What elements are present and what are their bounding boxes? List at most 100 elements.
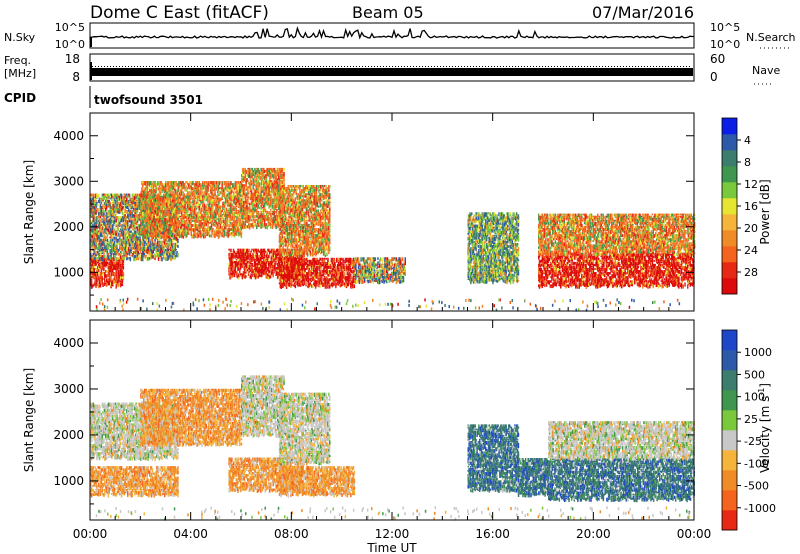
echo-cell [118,262,120,266]
echo-cell [128,210,129,212]
echo-cell [195,212,197,214]
echo-cell [202,191,204,193]
echo-cell [118,194,120,196]
echo-cell [127,257,129,260]
echo-cell [191,198,193,200]
echo-cell [200,189,202,193]
echo-cell [249,249,251,251]
echo-cell [103,212,105,215]
echo-cell [134,224,136,228]
echo-cell [207,224,209,227]
echo-cell [185,185,187,189]
echo-cell [150,214,152,216]
echo-cell [236,189,238,192]
echo-cell [137,208,139,210]
echo-cell [232,216,234,220]
echo-cell [96,194,98,198]
echo-cell [169,191,171,193]
echo-cell [251,267,253,270]
echo-cell [141,218,143,220]
echo-cell [224,230,226,234]
echo-cell [113,202,115,204]
echo-cell [236,224,238,226]
echo-cell [139,237,141,239]
echo-cell [129,194,131,198]
echo-cell [148,224,150,226]
echo-cell [126,247,128,251]
echo-cell [211,224,213,228]
echo-cell [99,200,101,202]
echo-cell [227,224,229,227]
echo-cell [228,249,230,251]
nsky-right-tick-bottom: 10^0 [710,38,740,51]
plot-title: Dome C East (fitACF) [90,3,269,23]
echo-cell [142,234,144,238]
echo-cell [205,234,207,238]
echo-cell [103,251,105,255]
echo-cell [212,232,214,235]
echo-cell [98,194,100,198]
cpid-value: twofsound 3501 [94,93,203,107]
echo-cell [234,273,236,277]
echo-cell [241,234,243,238]
echo-cell [105,241,107,245]
echo-cell [165,257,167,261]
echo-cell [98,233,100,236]
echo-cell [176,222,178,224]
echo-cell [213,222,215,224]
echo-cell [214,191,216,195]
echo-cell [233,185,235,187]
echo-cell [106,257,108,259]
echo-cell [127,253,129,255]
echo-cell [223,218,225,220]
echo-cell [183,191,185,193]
freq-right-tick-bottom: 0 [710,70,718,84]
echo-cell [113,257,115,260]
echo-cell [167,226,169,229]
echo-cell [112,194,114,196]
echo-cell [95,210,97,214]
echo-cell [200,185,202,189]
echo-cell [170,224,172,226]
echo-cell [228,224,230,226]
echo-cell [142,216,144,218]
echo-cell [220,224,222,227]
echo-cell [148,198,150,202]
echo-cell [216,218,218,220]
echo-cell [116,274,118,276]
echo-cell [118,249,120,251]
echo-cell [142,220,144,224]
echo-cell [123,264,125,266]
echo-cell [177,245,179,248]
nsky-left-tick-top: 10^5 [55,21,85,34]
echo-cell [154,181,156,183]
echo-cell [245,275,247,277]
echo-cell [125,228,127,230]
echo-cell [149,251,151,253]
echo-cell [128,200,129,204]
echo-cell [163,183,165,185]
freq-panel-frame [90,54,694,81]
nave-bar [91,68,693,76]
echo-cell [99,202,101,204]
echo-cell [275,261,277,264]
echo-cell [236,208,238,212]
echo-cell [120,255,122,259]
echo-cell [138,237,140,241]
echo-cell [116,235,118,238]
echo-cell [276,257,278,259]
echo-cell [137,231,139,233]
echo-cell [185,206,187,208]
echo-cell [175,249,177,250]
echo-cell [132,210,134,212]
echo-cell [206,181,208,183]
echo-cell [101,231,103,233]
echo-cell [123,266,125,270]
echo-cell [251,249,253,251]
echo-cell [213,228,215,230]
freq-right-tick-top: 60 [710,52,725,66]
echo-cell [157,241,159,244]
echo-cell [233,183,235,185]
echo-cell [150,218,152,220]
echo-cell [198,193,200,195]
